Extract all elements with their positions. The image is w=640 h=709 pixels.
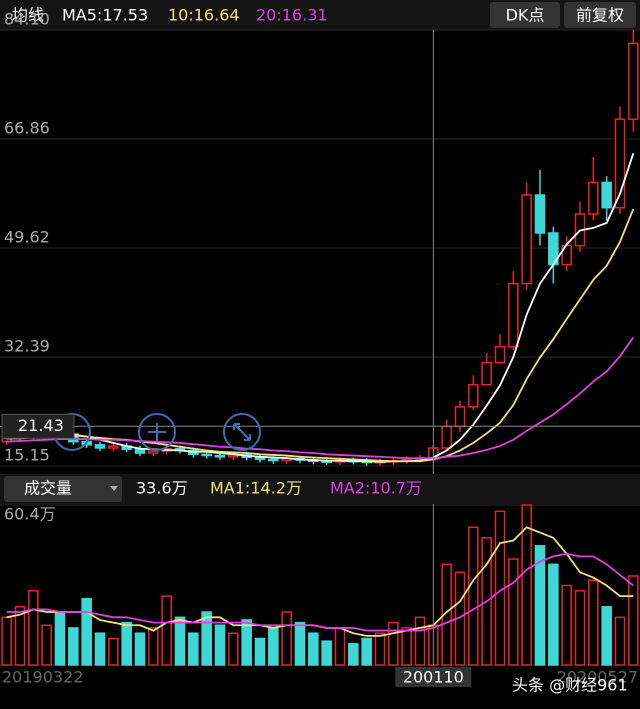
zoom-in-icon[interactable] xyxy=(138,413,176,451)
volume-bar xyxy=(414,616,426,666)
ma-line xyxy=(6,336,635,459)
candle-body xyxy=(108,445,119,449)
volume-bar xyxy=(441,563,452,666)
candle-body xyxy=(521,194,532,285)
candle-body xyxy=(134,448,146,454)
volume-bar xyxy=(294,621,306,666)
candle-body xyxy=(454,406,466,428)
volume-bar xyxy=(188,632,199,666)
volume-bar xyxy=(174,616,186,666)
volume-bar xyxy=(108,637,119,666)
volume-bar xyxy=(68,627,79,666)
volume-bar xyxy=(374,632,386,666)
volume-bar xyxy=(334,627,346,666)
volume-bar xyxy=(94,632,106,666)
volume-current: 33.6万 xyxy=(136,479,188,498)
volume-bar xyxy=(321,640,332,666)
crosshair-label-box xyxy=(1,413,75,439)
candle-body xyxy=(481,361,492,386)
candle-body xyxy=(148,450,159,454)
ma5-label: MA5:17.53 xyxy=(62,6,148,25)
dk-button[interactable] xyxy=(490,2,560,28)
watermark: 头条 @财经961 xyxy=(512,676,628,695)
crosshair-label: 21.43 xyxy=(18,416,64,435)
x-tick-label: 20190322 xyxy=(2,668,83,687)
candle-body xyxy=(441,425,452,449)
y-tick-label: 32.39 xyxy=(4,336,50,355)
candle-body xyxy=(508,282,519,348)
candle-body xyxy=(214,454,226,458)
y-tick-label: 66.86 xyxy=(4,119,50,138)
volume-bar xyxy=(348,643,359,666)
adjust-button-label[interactable]: 前复权 xyxy=(576,6,624,25)
volume-bar xyxy=(148,627,159,666)
date-label-box xyxy=(395,667,472,687)
candle-body xyxy=(614,118,626,209)
volume-bar xyxy=(614,616,626,666)
dk-button-label[interactable]: DK点 xyxy=(506,6,545,25)
volume-bar xyxy=(548,563,559,666)
volume-bar xyxy=(241,619,252,666)
volume-bar xyxy=(588,579,599,666)
volume-bar xyxy=(28,590,39,666)
volume-bar xyxy=(401,627,412,666)
volume-bar xyxy=(601,605,612,666)
candle-body xyxy=(494,346,506,364)
candle-body xyxy=(94,444,106,449)
volume-bar xyxy=(54,611,66,666)
volume-bar xyxy=(521,504,532,666)
volume-bar xyxy=(534,545,546,666)
y-tick-label: 15.15 xyxy=(4,446,50,465)
x-tick-label: 200110 xyxy=(403,668,464,687)
y-tick-label: 60.4万 xyxy=(4,505,56,524)
volume-bar xyxy=(228,632,239,666)
volume-ma2-label: MA2:10.7万 xyxy=(330,479,422,498)
volume-bar xyxy=(134,632,146,666)
candle-body xyxy=(468,383,479,408)
tool-icons xyxy=(53,413,261,451)
volume-selector[interactable] xyxy=(4,476,122,502)
volume-title[interactable]: 成交量 xyxy=(24,479,72,498)
candle-body xyxy=(588,181,599,215)
dropdown-arrow xyxy=(110,486,118,491)
volume-bar xyxy=(201,611,212,666)
volume-bar xyxy=(468,526,479,666)
volume-bar xyxy=(561,584,572,666)
y-tick-label: 49.62 xyxy=(4,228,50,247)
volume-bar xyxy=(14,605,26,666)
volume-bar xyxy=(254,637,266,666)
volume-bar xyxy=(214,624,226,666)
x-tick-label: 20200527 xyxy=(557,668,638,687)
volume-bar xyxy=(508,558,519,666)
volume-bar xyxy=(1,616,12,666)
volume-bar xyxy=(161,595,172,666)
candle-body xyxy=(534,194,546,234)
candle-body xyxy=(201,453,212,457)
volume-bar xyxy=(628,575,639,666)
fullscreen-icon[interactable] xyxy=(223,413,261,451)
volume-ma1-label: MA1:14.2万 xyxy=(210,479,302,498)
volume-bar xyxy=(268,627,279,666)
volume-bar xyxy=(81,598,92,666)
candle-body xyxy=(628,42,639,120)
ma-line xyxy=(6,153,635,463)
volume-bar xyxy=(41,624,52,666)
volume-bar xyxy=(121,621,132,666)
candle-body xyxy=(601,181,612,209)
volume-bar xyxy=(574,590,586,666)
candle-body xyxy=(268,458,279,462)
indicator-title: 均线 xyxy=(12,6,44,25)
ma10-label: 10:16.64 xyxy=(168,6,240,25)
adjust-button[interactable] xyxy=(564,2,636,28)
ma20-label: 20:16.31 xyxy=(256,6,328,25)
y-tick-label: 84.10 xyxy=(4,10,50,29)
ma-line xyxy=(6,552,634,632)
volume-bar xyxy=(388,621,399,666)
volume-bar xyxy=(361,637,372,666)
volume-bar xyxy=(281,611,292,666)
volume-bar xyxy=(308,632,319,666)
